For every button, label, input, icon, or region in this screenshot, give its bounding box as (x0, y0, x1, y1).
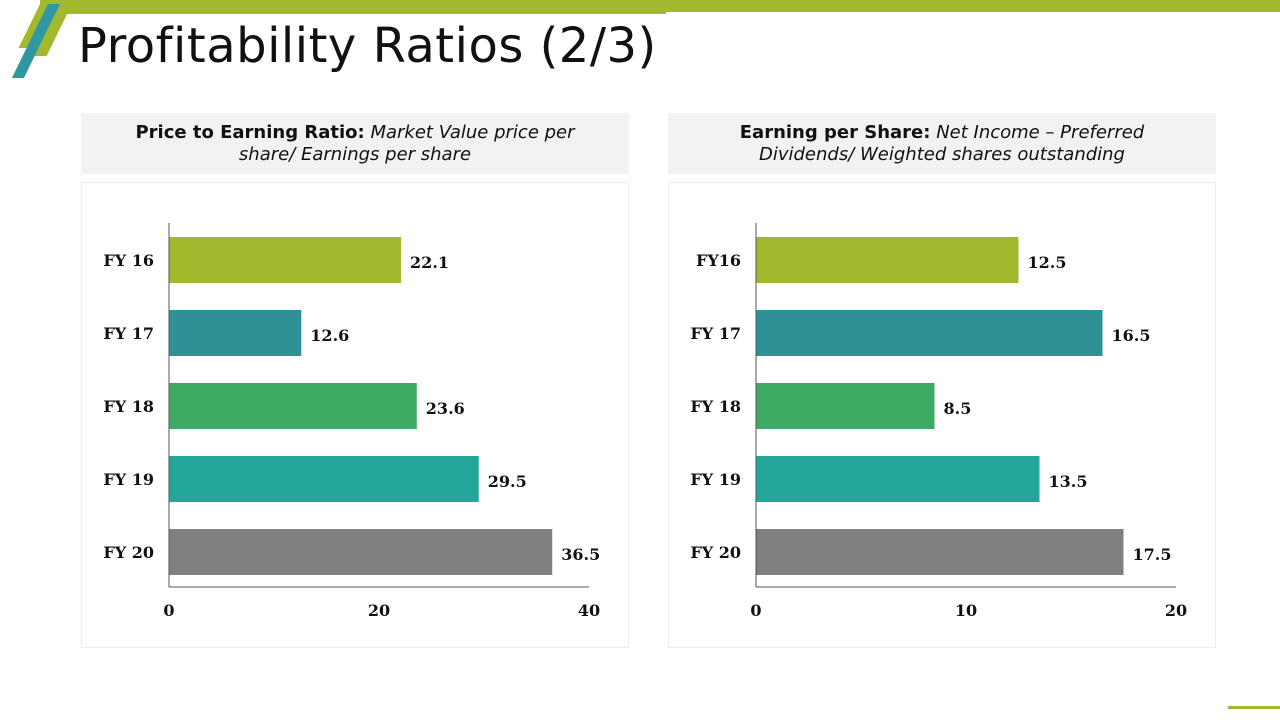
top-accent-bar (40, 0, 1280, 12)
bar-fy20 (169, 529, 553, 575)
price-to-earning-chart: FY 16 22.1 FY 17 12.6 FY 18 23.6 FY 19 29.5 FY 2… (103, 223, 600, 620)
value-label: 12.5 (1028, 253, 1067, 272)
category-label: FY 20 (103, 543, 154, 562)
x-tick-label: 0 (750, 601, 761, 620)
x-tick-label: 0 (163, 601, 174, 620)
panel-header-formula: Market Value price per share/ Earnings p… (238, 121, 575, 165)
bottom-accent-line (1228, 706, 1280, 709)
value-label: 22.1 (410, 253, 449, 272)
bar-fy17 (756, 310, 1103, 356)
value-label: 12.6 (310, 326, 349, 345)
x-tick-label: 40 (578, 601, 600, 620)
category-label: FY 19 (690, 470, 741, 489)
chart-container: FY 16 22.1 FY 17 12.6 FY 18 23.6 FY 19 29.5 FY 2… (81, 182, 629, 648)
top-accent-line (40, 12, 666, 14)
value-label: 17.5 (1133, 545, 1172, 564)
earning-per-share-chart: FY16 12.5 FY 17 16.5 FY 18 8.5 FY 19 13.5 FY 20 1… (690, 223, 1187, 620)
panel-header-bold: Price to Earning Ratio: (135, 121, 365, 143)
bar-fy18 (756, 383, 935, 429)
value-label: 29.5 (488, 472, 527, 491)
x-tick-label: 20 (1165, 601, 1187, 620)
panel-header-bold: Earning per Share: (739, 121, 931, 143)
category-label: FY 20 (690, 543, 741, 562)
bar-fy20 (756, 529, 1124, 575)
category-label: FY 17 (690, 324, 741, 343)
category-label: FY 17 (103, 324, 154, 343)
category-label: FY 16 (103, 251, 154, 270)
chart-container: FY16 12.5 FY 17 16.5 FY 18 8.5 FY 19 13.5 FY 20 1… (668, 182, 1216, 648)
category-label: FY 18 (690, 397, 741, 416)
x-tick-label: 20 (368, 601, 390, 620)
bar-fy16 (756, 237, 1019, 283)
page-title: Profitability Ratios (2/3) (78, 18, 657, 74)
bar-fy17 (169, 310, 302, 356)
bar-fy16 (169, 237, 402, 283)
value-label: 23.6 (426, 399, 465, 418)
value-label: 13.5 (1049, 472, 1088, 491)
value-label: 16.5 (1112, 326, 1151, 345)
bar-fy19 (169, 456, 479, 502)
bar-fy18 (169, 383, 417, 429)
x-tick-label: 10 (955, 601, 977, 620)
bar-fy19 (756, 456, 1040, 502)
panel-header: Price to Earning Ratio: Market Value pri… (81, 113, 629, 174)
panel-header: Earning per Share: Net Income – Preferre… (668, 113, 1216, 174)
panel-header-formula: Net Income – Preferred Dividends/ Weight… (758, 121, 1145, 165)
panel-price-to-earning: Price to Earning Ratio: Market Value pri… (81, 113, 629, 648)
value-label: 36.5 (561, 545, 600, 564)
category-label: FY 19 (103, 470, 154, 489)
panel-earning-per-share: Earning per Share: Net Income – Preferre… (668, 113, 1216, 648)
category-label: FY 18 (103, 397, 154, 416)
category-label: FY16 (696, 251, 741, 270)
value-label: 8.5 (944, 399, 972, 418)
